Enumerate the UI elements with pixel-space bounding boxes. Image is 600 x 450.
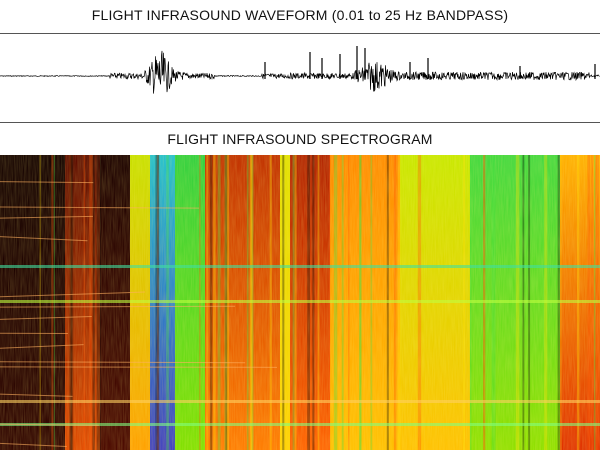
divider [0, 122, 600, 123]
harmonic [0, 305, 236, 308]
harmonic [0, 393, 73, 397]
waveform [0, 46, 600, 94]
horizontal-line [0, 300, 600, 303]
horizontal-line [0, 265, 600, 268]
horizontal-line [0, 423, 600, 426]
harmonic [0, 361, 246, 364]
harmonic [0, 206, 199, 209]
harmonic [0, 291, 146, 298]
harmonic [0, 442, 67, 448]
harmonic [0, 315, 92, 320]
harmonic [0, 215, 93, 219]
harmonic [0, 236, 88, 242]
spectrogram [0, 155, 600, 450]
waveform-trace [0, 50, 600, 94]
divider [0, 33, 600, 34]
harmonic [0, 181, 94, 184]
spectrogram-title: FLIGHT INFRASOUND SPECTROGRAM [167, 131, 433, 147]
harmonic [0, 423, 99, 426]
harmonic [0, 344, 84, 349]
horizontal-line [0, 400, 600, 403]
waveform-title: FLIGHT INFRASOUND WAVEFORM (0.01 to 25 H… [91, 7, 509, 23]
